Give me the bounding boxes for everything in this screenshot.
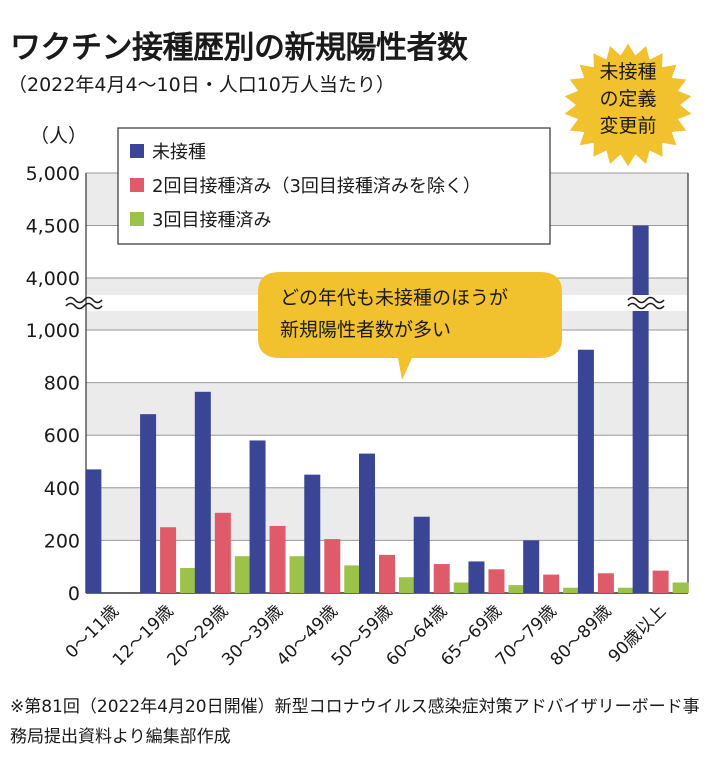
bar [399, 577, 415, 593]
bar [413, 516, 430, 593]
y-tick-label: 600 [44, 425, 80, 447]
badge-text: の定義 [599, 88, 656, 110]
bar [359, 453, 375, 593]
starburst-shape [564, 43, 692, 167]
x-tick-label: 90歳以上 [605, 601, 671, 667]
callout-text: 新規陽性者数が多い [280, 319, 451, 341]
y-tick-label: 800 [44, 373, 80, 395]
bar [194, 391, 211, 593]
bar [597, 573, 614, 593]
legend-swatch [130, 178, 144, 192]
bar [249, 440, 266, 593]
bar [433, 564, 450, 593]
bar [269, 525, 286, 593]
bar [379, 554, 395, 593]
bar [563, 587, 580, 593]
axis-break-mark [627, 296, 665, 310]
grid-band [86, 487, 688, 541]
bar [234, 556, 251, 593]
y-tick-label: 200 [44, 530, 80, 552]
bar [140, 414, 157, 593]
bar [180, 568, 197, 593]
y-tick-label: 1,000 [26, 320, 80, 342]
axis-break-mark [65, 296, 103, 310]
legend-entry: 未接種 [152, 142, 206, 163]
y-tick-label: 4,000 [26, 268, 80, 290]
legend: 未接種 2回目接種済み（3回目接種済みを除く） 3回目接種済み [117, 127, 551, 245]
legend-swatch [130, 212, 144, 226]
bar [523, 540, 540, 593]
bar [617, 587, 634, 593]
bar-chart: 02004006008001,0004,0004,5005,000（人）0～11… [26, 125, 689, 670]
legend-box [117, 127, 551, 245]
y-tick-label: 0 [68, 583, 80, 605]
grid-band [86, 382, 688, 436]
x-tick-label: 80～89歳 [547, 601, 616, 670]
bar [324, 539, 341, 593]
callout-shape [258, 272, 562, 380]
bar [543, 574, 560, 593]
y-tick-label: 400 [44, 478, 80, 500]
legend-swatch [130, 144, 144, 158]
bar [85, 469, 102, 593]
bar [214, 512, 231, 593]
bar [652, 570, 669, 593]
bar [289, 556, 306, 593]
bar [344, 565, 361, 593]
legend-entry: 2回目接種済み（3回目接種済みを除く） [152, 176, 481, 197]
y-axis-label: （人） [30, 125, 87, 147]
chart-subtitle: （2022年4月4～10日・人口10万人当たり） [8, 74, 395, 96]
chart-title: ワクチン接種歴別の新規陽性者数 [10, 30, 468, 66]
bar [160, 527, 177, 593]
bar [577, 349, 594, 593]
bar [453, 582, 470, 593]
bar [488, 569, 505, 593]
bar [508, 585, 525, 593]
y-tick-label: 4,500 [26, 216, 80, 238]
source-footnote: ※第81回（2022年4月20日開催）新型コロナウイルス感染症対策アドバイザリー… [10, 697, 700, 747]
bar [672, 582, 689, 593]
y-tick-label: 5,000 [26, 163, 80, 185]
bar [304, 474, 321, 593]
badge-text: 変更前 [599, 115, 656, 137]
badge-text: 未接種 [599, 61, 656, 83]
legend-entry: 3回目接種済み [152, 210, 271, 231]
callout-text: どの年代も未接種のほうが [280, 287, 508, 309]
bar [468, 561, 485, 593]
bar [632, 225, 649, 593]
